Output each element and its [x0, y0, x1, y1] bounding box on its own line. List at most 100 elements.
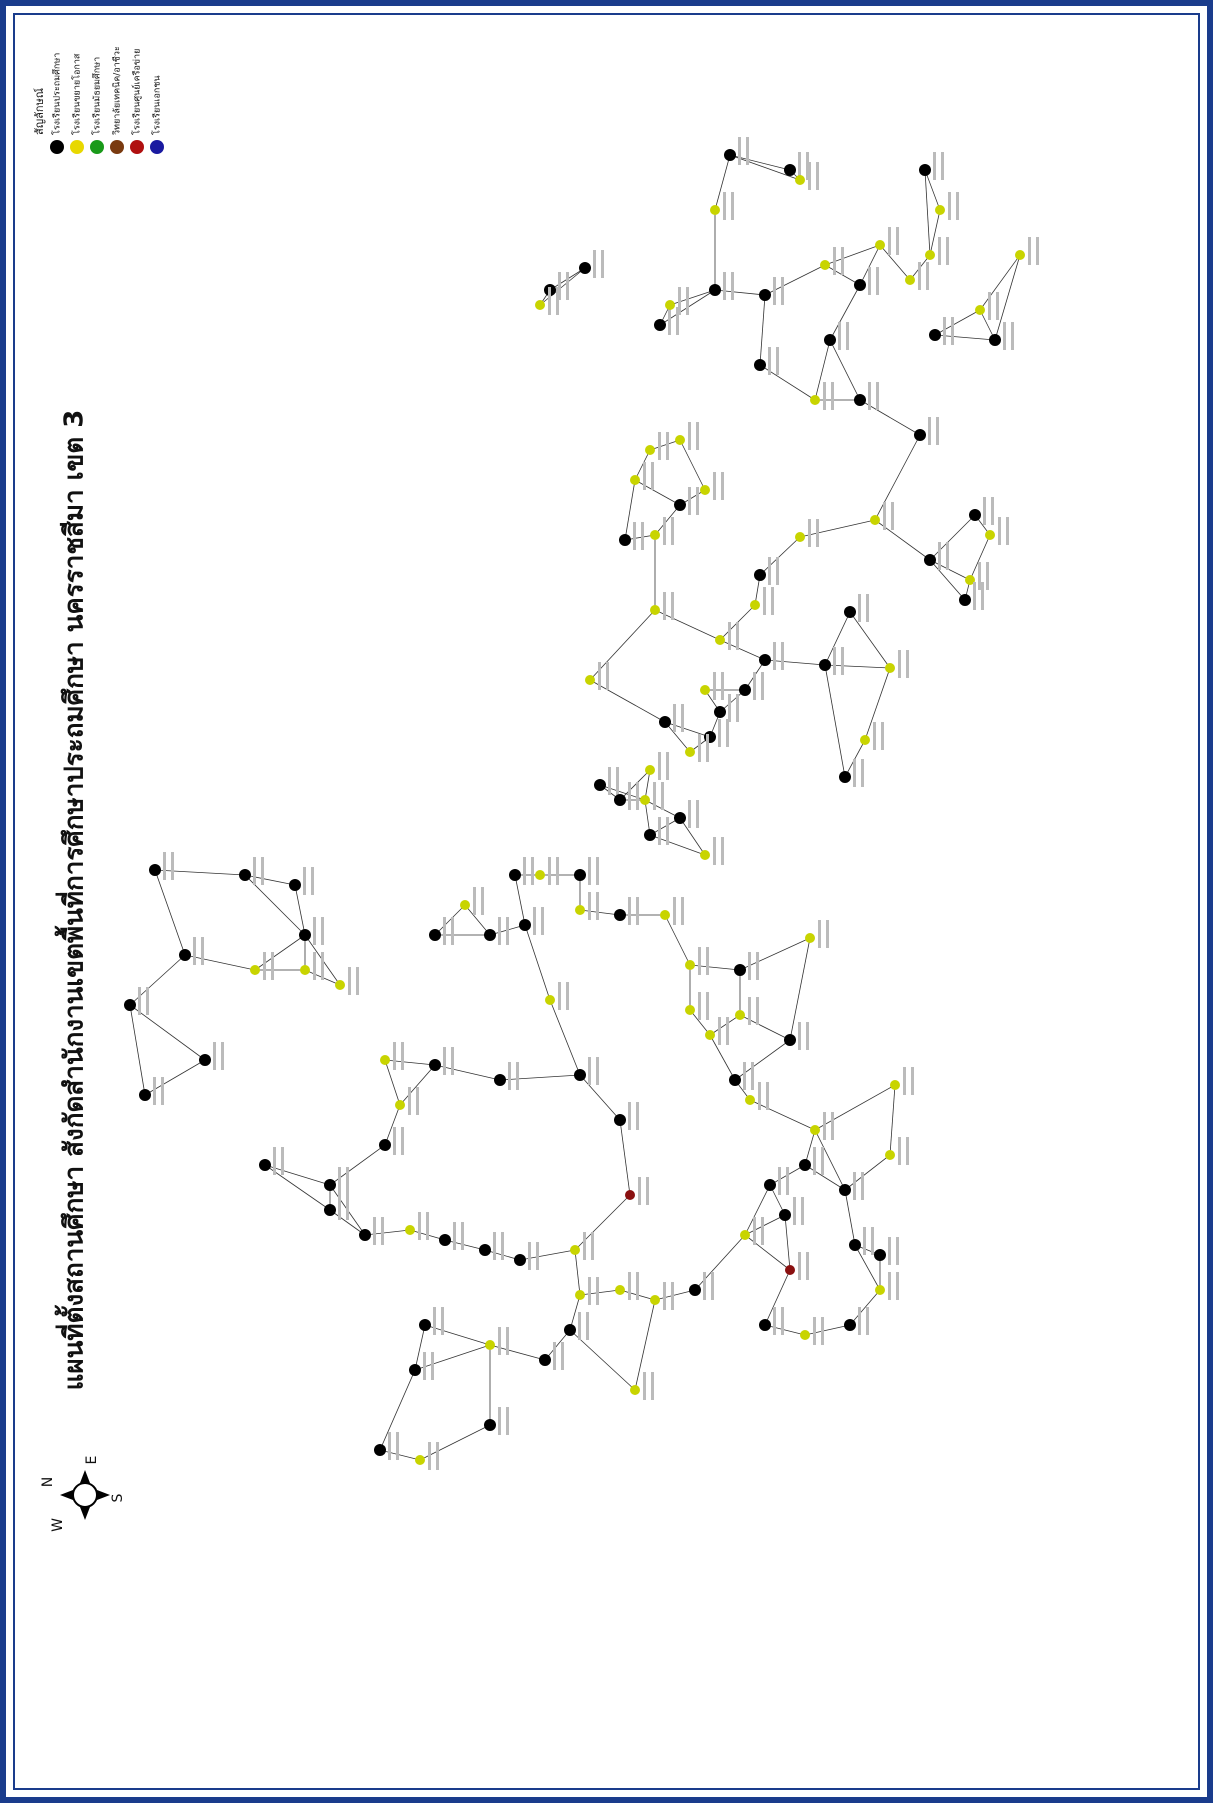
label-placeholder	[748, 997, 751, 1025]
road	[799, 519, 876, 538]
school-point	[750, 600, 760, 610]
school-point	[919, 164, 931, 176]
road	[814, 339, 831, 401]
label-placeholder	[698, 992, 701, 1020]
label-placeholder	[738, 137, 741, 165]
label-placeholder	[193, 937, 196, 965]
school-point	[735, 1010, 745, 1020]
label-placeholder	[641, 522, 644, 550]
label-placeholder	[646, 1177, 649, 1205]
road	[879, 244, 911, 281]
school-point	[625, 1190, 635, 1200]
road	[744, 1184, 771, 1236]
school-point	[630, 475, 640, 485]
label-placeholder	[261, 857, 264, 885]
school-point	[929, 329, 941, 341]
label-placeholder	[911, 1067, 914, 1095]
label-placeholder	[393, 1127, 396, 1155]
road	[434, 904, 466, 936]
road	[679, 817, 706, 856]
label-placeholder	[423, 1352, 426, 1380]
compass-s: S	[110, 1493, 126, 1502]
school-point	[785, 1265, 795, 1275]
school-point	[179, 949, 191, 961]
label-placeholder	[753, 1217, 756, 1245]
label-placeholder	[608, 767, 611, 795]
label-placeholder	[548, 857, 551, 885]
school-point	[709, 284, 721, 296]
label-placeholder	[821, 1317, 824, 1345]
road	[129, 1004, 206, 1061]
label-placeholder	[153, 1077, 156, 1105]
label-placeholder	[548, 287, 551, 315]
label-placeholder	[813, 1147, 816, 1175]
label-placeholder	[313, 952, 316, 980]
label-placeholder	[728, 694, 731, 722]
school-point	[429, 1059, 441, 1071]
label-placeholder	[393, 1042, 396, 1070]
label-placeholder	[443, 917, 446, 945]
school-point	[874, 1249, 886, 1261]
label-placeholder	[818, 920, 821, 948]
label-placeholder	[578, 1312, 581, 1340]
label-placeholder	[736, 622, 739, 650]
school-point	[650, 605, 660, 615]
school-point	[539, 1354, 551, 1366]
label-placeholder	[591, 1232, 594, 1260]
school-point	[644, 829, 656, 841]
label-placeholder	[596, 857, 599, 885]
legend-swatch	[110, 140, 124, 154]
school-point	[574, 1069, 586, 1081]
label-placeholder	[873, 722, 876, 750]
label-placeholder	[898, 650, 901, 678]
road	[759, 536, 801, 576]
label-placeholder	[808, 162, 811, 190]
label-placeholder	[253, 857, 256, 885]
label-placeholder	[731, 192, 734, 220]
road	[994, 254, 1021, 341]
compass-w: W	[50, 1518, 66, 1532]
label-placeholder	[663, 1282, 666, 1310]
legend-label: โรงเรียนมัธยมศึกษา	[92, 57, 103, 135]
school-point	[575, 905, 585, 915]
school-point	[575, 1290, 585, 1300]
label-placeholder	[673, 897, 676, 925]
school-point	[779, 1209, 791, 1221]
road	[254, 934, 306, 971]
label-placeholder	[928, 417, 931, 445]
school-point	[975, 305, 985, 315]
label-placeholder	[881, 722, 884, 750]
school-point	[640, 795, 650, 805]
compass-n: N	[40, 1477, 56, 1487]
school-point	[359, 1229, 371, 1241]
label-placeholder	[348, 967, 351, 995]
label-placeholder	[866, 1307, 869, 1335]
label-placeholder	[743, 1062, 746, 1090]
school-point	[985, 530, 995, 540]
road	[419, 1424, 491, 1461]
school-point	[614, 1114, 626, 1126]
school-point	[409, 1364, 421, 1376]
school-point	[935, 205, 945, 215]
school-point	[250, 965, 260, 975]
label-placeholder	[663, 592, 666, 620]
school-point	[324, 1179, 336, 1191]
label-placeholder	[778, 1167, 781, 1195]
label-placeholder	[163, 852, 166, 880]
label-placeholder	[806, 1022, 809, 1050]
school-point	[820, 260, 830, 270]
label-placeholder	[666, 752, 669, 780]
label-placeholder	[841, 247, 844, 275]
school-points	[124, 137, 1039, 1470]
school-point	[685, 1005, 695, 1015]
school-point	[654, 319, 666, 331]
legend-label: วิทยาลัยเทคนิค/อาชีวะ	[112, 46, 123, 135]
label-placeholder	[793, 1197, 796, 1225]
label-placeholder	[673, 704, 676, 732]
compass-arrow	[60, 1490, 73, 1500]
label-placeholder	[706, 947, 709, 975]
label-placeholder	[876, 267, 879, 295]
road	[764, 1324, 806, 1336]
label-placeholder	[988, 292, 991, 320]
label-placeholder	[671, 592, 674, 620]
